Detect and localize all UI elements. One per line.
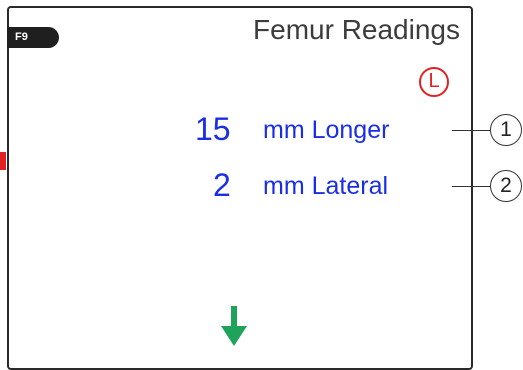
side-indicator-badge: L [419, 67, 449, 97]
callout-marker: 2 [490, 170, 522, 202]
callout-marker: 1 [490, 114, 522, 146]
callout-leader-line [452, 130, 490, 131]
reading-row-lateral: 2 mm Lateral [213, 167, 458, 207]
reading-value: 15 [195, 111, 231, 147]
edge-marker [0, 152, 6, 170]
reading-label: mm Longer [263, 115, 389, 145]
reading-value: 2 [213, 167, 231, 203]
arrow-down-icon[interactable] [221, 306, 247, 348]
reading-row-length: 15 mm Longer [195, 111, 455, 151]
panel-title: Femur Readings [253, 14, 460, 46]
reading-label: mm Lateral [263, 171, 388, 201]
function-key-badge[interactable]: F9 [7, 27, 59, 48]
callout-leader-line [452, 186, 490, 187]
